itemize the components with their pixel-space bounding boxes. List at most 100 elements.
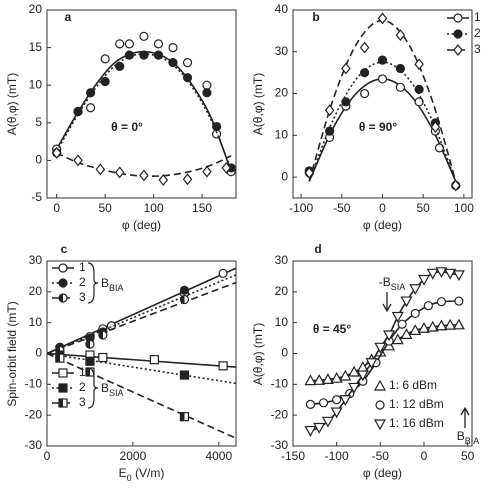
marker [444, 318, 457, 330]
marker [325, 126, 335, 136]
plot-frame [46, 260, 237, 447]
legend-marker [58, 293, 68, 303]
marker [383, 330, 396, 342]
legend-label: 2 [79, 275, 86, 289]
arrow [382, 292, 392, 313]
marker [356, 370, 369, 382]
y-axis-label: A(θ,φ) (mT) [5, 73, 19, 135]
x-tick-label: -50 [372, 449, 390, 463]
legend-marker [58, 278, 68, 288]
y-axis-label: A(θ,φ) (mT) [251, 323, 265, 385]
marker [423, 301, 433, 311]
plot-frame [292, 9, 473, 199]
x-tick-label: 0 [53, 201, 60, 215]
marker [452, 318, 465, 330]
x-tick-label: 2000 [120, 449, 147, 463]
y-tick-label: 15 [29, 40, 43, 54]
marker [51, 146, 62, 159]
marker [417, 321, 430, 333]
label-part: SIA [391, 282, 406, 292]
legend-label: 1 [474, 10, 481, 24]
brace [87, 262, 99, 304]
x-tick-label: 4000 [205, 449, 232, 463]
marker [168, 42, 178, 53]
y-tick-label: 10 [29, 77, 43, 91]
marker [98, 330, 108, 340]
x-tick-label: 50 [98, 201, 112, 215]
annotation: θ = 90° [359, 120, 398, 134]
marker [348, 382, 361, 394]
y-axis-label: Spin-orbit field (mT) [5, 301, 19, 406]
marker [153, 50, 164, 60]
y-tick-label: -20 [25, 407, 43, 421]
marker [218, 361, 228, 371]
fit-line [46, 352, 237, 368]
y-tick-label: 0 [281, 169, 288, 183]
label-part: BIA [109, 283, 124, 293]
marker [400, 328, 413, 339]
marker [304, 374, 317, 386]
x-tick-label: -50 [333, 201, 351, 215]
marker [414, 84, 424, 94]
marker [454, 296, 464, 306]
marker [179, 285, 190, 295]
y-tick-label: 0 [281, 346, 288, 360]
marker [339, 369, 352, 381]
label-part: -B [379, 275, 391, 289]
group-label: BBIA [101, 276, 124, 293]
y-tick-label: 0 [35, 346, 42, 360]
marker [124, 39, 134, 49]
marker [86, 88, 96, 98]
marker [179, 412, 190, 422]
x-tick-label: 150 [192, 201, 212, 215]
marker [324, 104, 335, 117]
x-axis-label: E0 (V/m) [119, 466, 165, 483]
marker [450, 179, 461, 192]
marker [139, 50, 149, 60]
fit-line [55, 53, 232, 170]
marker [397, 319, 407, 329]
y-tick-label: 0 [35, 153, 42, 167]
panel-letter: c [61, 242, 68, 256]
marker [318, 398, 329, 408]
legend-label: 1 [79, 260, 86, 274]
marker [73, 154, 83, 167]
marker [168, 58, 178, 68]
marker [305, 399, 316, 409]
y-tick-label: 40 [275, 2, 289, 16]
x-tick-label: 0 [44, 449, 51, 463]
marker [414, 58, 424, 71]
marker [409, 284, 422, 295]
legend-marker [453, 44, 463, 56]
marker [218, 268, 228, 278]
marker [73, 106, 83, 117]
y-tick-label: 20 [29, 2, 43, 16]
marker [332, 395, 342, 405]
panel-letter: d [314, 242, 321, 256]
y-tick-label: 30 [275, 44, 289, 58]
fit-line [55, 50, 232, 172]
legend-marker [58, 263, 68, 273]
marker [139, 169, 149, 182]
marker [182, 58, 193, 68]
marker [430, 121, 441, 133]
marker [321, 416, 334, 428]
fit-line [46, 267, 237, 355]
y-tick-label: -5 [31, 190, 42, 204]
marker [377, 12, 388, 25]
legend-marker [58, 368, 68, 378]
x-tick-label: -100 [289, 201, 313, 215]
legend-label: 3 [79, 290, 86, 304]
marker [202, 80, 212, 90]
marker [395, 82, 405, 92]
legend-label: 3 [79, 395, 86, 409]
marker [86, 103, 96, 113]
marker [377, 74, 388, 84]
x-tick-label: 0 [379, 201, 386, 215]
label-part: B [101, 276, 109, 290]
marker [435, 319, 448, 331]
y-tick-label: 30 [275, 253, 289, 267]
label-part: B [457, 429, 465, 443]
y-tick-label: 10 [29, 315, 43, 329]
